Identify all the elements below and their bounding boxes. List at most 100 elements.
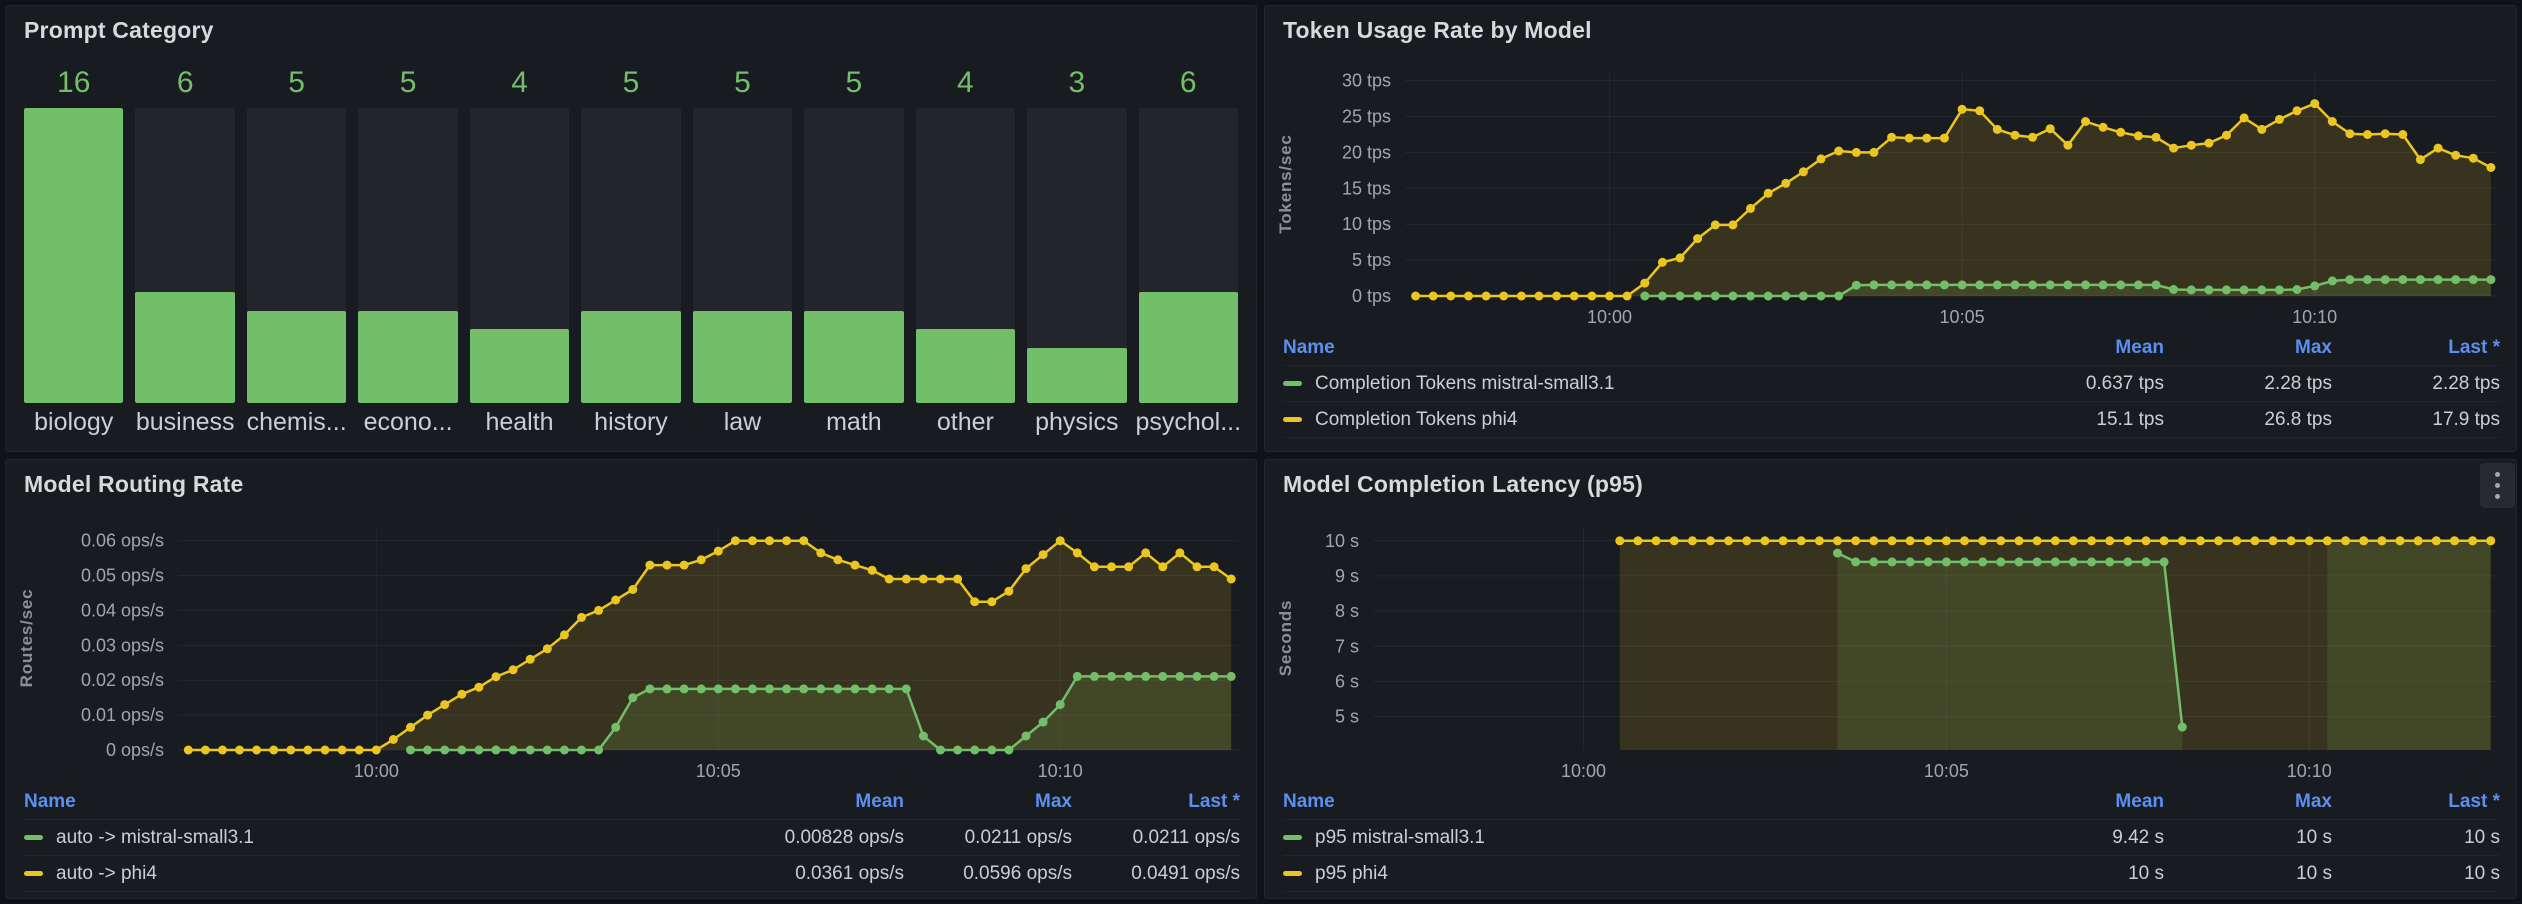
y-tick-label: 0.01 ops/s <box>81 705 164 725</box>
legend-max-value: 26.8 tps <box>2264 408 2332 430</box>
legend-max-value: 0.0211 ops/s <box>964 826 1072 848</box>
y-tick-label: 20 tps <box>1342 142 1391 162</box>
legend-series-name[interactable]: p95 phi4 <box>1315 862 1388 884</box>
legend-mean-value: 0.00828 ops/s <box>784 826 904 848</box>
y-tick-label: 5 s <box>1335 707 1359 727</box>
legend-row: p95 phi4 10 s 10 s 10 s <box>1283 856 2500 892</box>
legend-header-max[interactable]: Max <box>2295 336 2332 358</box>
series-color-swatch <box>1283 381 1302 386</box>
legend-row: p95 mistral-small3.1 9.42 s 10 s 10 s <box>1283 820 2500 856</box>
bar-column: 5 econo... <box>358 64 458 441</box>
bar-track <box>804 108 904 403</box>
panel-title-model-routing[interactable]: Model Routing Rate <box>24 471 244 497</box>
bar-track <box>692 108 793 403</box>
model-routing-legend: Name Mean Max Last * auto -> mistral-small3.… <box>24 784 1240 892</box>
latency-legend: Name Mean Max Last * p95 mistral-small3.1 9.4… <box>1283 784 2500 892</box>
legend-series-name-cell: Completion Tokens mistral-small3.1 <box>1283 373 1996 395</box>
panel-title-prompt-category[interactable]: Prompt Category <box>24 17 214 43</box>
legend-series-name[interactable]: auto -> mistral-small3.1 <box>56 826 254 848</box>
latency-chart[interactable]: 5 s 6 s 7 s 8 s 9 s 10 s 10:00 10:05 10:10 Second… <box>1265 460 2516 795</box>
y-tick-label: 15 tps <box>1342 178 1391 198</box>
legend-header-mean[interactable]: Mean <box>855 790 904 812</box>
kebab-dot <box>2495 472 2500 477</box>
panel-prompt-category: Prompt Category 16 biology 6 business 5 chemi… <box>5 5 1257 452</box>
bar-fill <box>581 310 681 403</box>
legend-series-name-cell: auto -> phi4 <box>24 863 736 885</box>
y-tick-label: 8 s <box>1335 601 1359 621</box>
legend-series-name[interactable]: p95 mistral-small3.1 <box>1315 826 1485 848</box>
bar-column: 6 psychol... <box>1135 64 1241 441</box>
bar-column: 5 law <box>692 64 793 441</box>
bar-category-label: other <box>936 407 994 436</box>
y-tick-label: 0.04 ops/s <box>81 600 164 620</box>
legend-header-max[interactable]: Max <box>1035 790 1072 812</box>
y-axis-label: Routes/sec <box>17 589 36 688</box>
y-tick-label: 6 s <box>1335 671 1359 691</box>
y-tick-label: 7 s <box>1335 636 1359 656</box>
bar-category-label: econo... <box>363 407 453 436</box>
legend-header-mean[interactable]: Mean <box>2115 336 2164 358</box>
bar-value: 5 <box>288 66 305 99</box>
legend-header-last[interactable]: Last * <box>1188 790 1240 812</box>
bar-column: 5 history <box>581 64 681 441</box>
bar-track <box>1027 108 1127 403</box>
bar-value: 6 <box>176 66 194 99</box>
bar-fill <box>135 292 235 403</box>
x-tick-label: 10:05 <box>696 761 741 781</box>
legend-header-name[interactable]: Name <box>1283 790 1335 812</box>
y-axis-label: Seconds <box>1276 600 1295 676</box>
bar-track <box>1138 108 1238 403</box>
legend-header-name-cell: Name <box>1283 337 1996 359</box>
token-usage-chart[interactable]: 0 tps 5 tps 10 tps 15 tps 20 tps 25 tps 30 tps… <box>1265 6 2516 341</box>
x-tick-label: 10:00 <box>1561 761 1606 781</box>
kebab-menu-icon[interactable] <box>2480 463 2515 508</box>
bar-category-label: health <box>485 407 554 436</box>
y-tick-label: 0.02 ops/s <box>81 670 164 690</box>
panel-model-routing: Model Routing Rate 0 ops/s 0.01 ops/s 0.02… <box>5 459 1257 899</box>
bar-value: 5 <box>845 66 863 99</box>
legend-last-value: 0.0491 ops/s <box>1131 862 1240 884</box>
legend-last-value: 10 s <box>2464 862 2500 884</box>
bar-value: 3 <box>1068 66 1086 99</box>
panel-title-latency[interactable]: Model Completion Latency (p95) <box>1283 471 1643 497</box>
y-tick-label: 5 tps <box>1352 250 1391 270</box>
legend-last-value: 10 s <box>2464 826 2500 848</box>
timeseries-plot: 0 ops/s 0.01 ops/s 0.02 ops/s 0.03 ops/s 0.0… <box>17 526 1238 781</box>
legend-last-value: 0.0211 ops/s <box>1132 826 1240 848</box>
legend-max-value: 0.0596 ops/s <box>963 862 1072 884</box>
bar-category-label: math <box>826 407 882 436</box>
legend-series-name[interactable]: Completion Tokens mistral-small3.1 <box>1315 372 1615 394</box>
y-tick-label: 0.03 ops/s <box>81 635 164 655</box>
legend-row: auto -> phi4 0.0361 ops/s 0.0596 ops/s 0.04… <box>24 856 1240 892</box>
legend-mean-value: 15.1 tps <box>2096 408 2164 430</box>
model-routing-chart[interactable]: 0 ops/s 0.01 ops/s 0.02 ops/s 0.03 ops/s 0.0… <box>6 460 1256 795</box>
legend-header-name-cell: Name <box>1283 791 1996 813</box>
legend-max-value: 10 s <box>2296 862 2332 884</box>
legend-row: Completion Tokens phi4 15.1 tps 26.8 tps 17… <box>1283 402 2500 438</box>
y-tick-label: 10 s <box>1325 531 1359 551</box>
bar-category-label: history <box>594 407 668 436</box>
legend-header-last[interactable]: Last * <box>2448 790 2500 812</box>
legend-header-name[interactable]: Name <box>24 790 76 812</box>
bar-value: 16 <box>57 66 91 99</box>
bar-track <box>246 108 347 403</box>
bar-track <box>24 108 124 403</box>
series-color-swatch <box>24 835 43 840</box>
legend-series-name[interactable]: Completion Tokens phi4 <box>1315 408 1518 430</box>
bar-track <box>581 108 681 403</box>
legend-series-name[interactable]: auto -> phi4 <box>56 862 157 884</box>
bar-column: 16 biology <box>24 64 124 441</box>
panel-title-token-usage[interactable]: Token Usage Rate by Model <box>1283 17 1592 43</box>
legend-series-name-cell: auto -> mistral-small3.1 <box>24 827 736 849</box>
series-color-swatch <box>1283 835 1302 840</box>
legend-header-name[interactable]: Name <box>1283 336 1335 358</box>
bar-value: 4 <box>957 66 974 99</box>
y-tick-label: 0 ops/s <box>106 740 164 760</box>
legend-header-max[interactable]: Max <box>2295 790 2332 812</box>
bar-category-label: business <box>135 407 235 436</box>
legend-header-row: Name Mean Max Last * <box>1283 784 2500 820</box>
bar-category-label: psychol... <box>1135 407 1242 436</box>
legend-header-mean[interactable]: Mean <box>2115 790 2164 812</box>
legend-header-last[interactable]: Last * <box>2448 336 2500 358</box>
